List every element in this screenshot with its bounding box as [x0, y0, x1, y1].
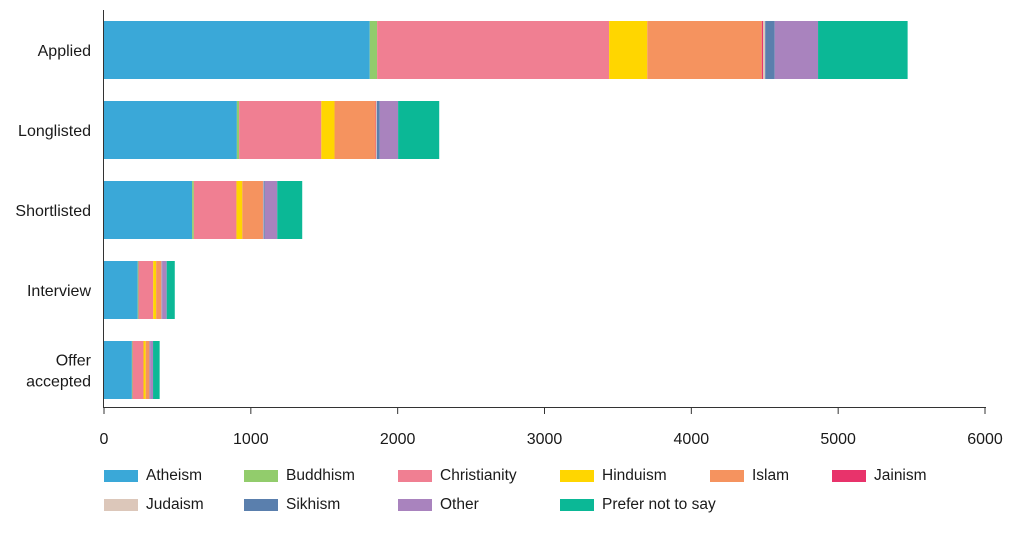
bar-segment	[166, 261, 175, 319]
bar-segment	[239, 101, 322, 159]
bar-segment	[369, 21, 378, 79]
bar-group	[104, 181, 303, 239]
bar-segment	[236, 181, 243, 239]
bar-segment	[162, 261, 167, 319]
category-label: Offer accepted	[26, 353, 92, 391]
bar-segment	[161, 261, 163, 319]
legend-item: Islam	[710, 466, 789, 486]
bar-segment	[104, 341, 132, 399]
bar-group	[104, 21, 908, 79]
bar-group	[104, 101, 440, 159]
bar-segment	[264, 181, 278, 239]
legend-swatch	[244, 470, 278, 482]
bar-segment	[379, 101, 399, 159]
legend-item: Buddhism	[244, 466, 355, 486]
bar-segment	[132, 341, 144, 399]
x-tick-label: 1000	[233, 431, 269, 448]
legend-swatch	[398, 499, 432, 511]
legend-item: Christianity	[398, 466, 517, 486]
category-label: Shortlisted	[15, 203, 91, 220]
legend-item: Judaism	[104, 495, 204, 515]
bar-segment	[263, 181, 265, 239]
x-tick-label: 6000	[967, 431, 1003, 448]
legend-label: Other	[440, 496, 479, 513]
bar-segment	[376, 101, 380, 159]
bar-segment	[765, 21, 775, 79]
legend-label: Atheism	[146, 467, 202, 484]
legend-swatch	[832, 470, 866, 482]
bar-segment	[131, 341, 133, 399]
bar-segment	[143, 341, 146, 399]
x-tick-label: 4000	[674, 431, 710, 448]
legend-item: Sikhism	[244, 495, 340, 515]
bar-segment	[104, 261, 138, 319]
bar-segment	[398, 101, 440, 159]
bar-segment	[104, 101, 237, 159]
legend-label: Prefer not to say	[602, 496, 716, 513]
x-tick-label: 5000	[820, 431, 856, 448]
bar-segment	[138, 261, 154, 319]
legend-swatch	[560, 470, 594, 482]
legend-item: Other	[398, 495, 479, 515]
legend-label: Judaism	[146, 496, 204, 513]
legend-item: Jainism	[832, 466, 927, 486]
legend-swatch	[398, 470, 432, 482]
legend-label: Buddhism	[286, 467, 355, 484]
x-tick-label: 2000	[380, 431, 416, 448]
bar-segment	[145, 341, 150, 399]
chart-svg: Applied Longlisted Shortlisted Interview Off…	[15, 10, 1003, 448]
bar-segment	[104, 21, 370, 79]
legend-item: Prefer not to say	[560, 495, 716, 515]
bar-segment	[137, 261, 139, 319]
bar-segment	[761, 21, 763, 79]
x-tick-label: 0	[100, 431, 109, 448]
bar-segment	[609, 21, 648, 79]
legend-label: Sikhism	[286, 496, 341, 513]
bar-segment	[150, 341, 154, 399]
category-label: Longlisted	[18, 123, 91, 140]
bar-group	[104, 341, 160, 399]
legend-swatch	[104, 499, 138, 511]
bar-segment	[334, 101, 376, 159]
bar-segment	[192, 181, 194, 239]
bar-segment	[376, 101, 377, 159]
bar-segment	[104, 181, 193, 239]
bar-segment	[774, 21, 819, 79]
legend-item: Hinduism	[560, 466, 667, 486]
x-tick-label: 3000	[527, 431, 563, 448]
legend-swatch	[244, 499, 278, 511]
bar-segment	[818, 21, 908, 79]
legend-swatch	[104, 470, 138, 482]
category-label: Interview	[27, 283, 91, 300]
legend-label: Christianity	[440, 467, 517, 484]
bar-segment	[156, 261, 162, 319]
bar-segment	[193, 181, 237, 239]
legend-item: Atheism	[104, 466, 202, 486]
bar-segment	[762, 21, 766, 79]
legend-label: Jainism	[874, 467, 927, 484]
bar-segment	[242, 181, 263, 239]
bar-segment	[236, 101, 240, 159]
legend-label: Islam	[752, 467, 790, 484]
chart-legend: Atheism Buddhism Christianity Hinduism Islam…	[104, 466, 1004, 526]
bar-segment	[647, 21, 762, 79]
legend-label: Hinduism	[602, 467, 667, 484]
bar-segment	[377, 21, 610, 79]
bar-segment	[153, 341, 160, 399]
bar-group	[104, 261, 175, 319]
category-label: Applied	[38, 43, 91, 60]
bar-segment	[321, 101, 335, 159]
legend-swatch	[710, 470, 744, 482]
bar-segment	[153, 261, 157, 319]
legend-swatch	[560, 499, 594, 511]
bar-segment	[277, 181, 303, 239]
